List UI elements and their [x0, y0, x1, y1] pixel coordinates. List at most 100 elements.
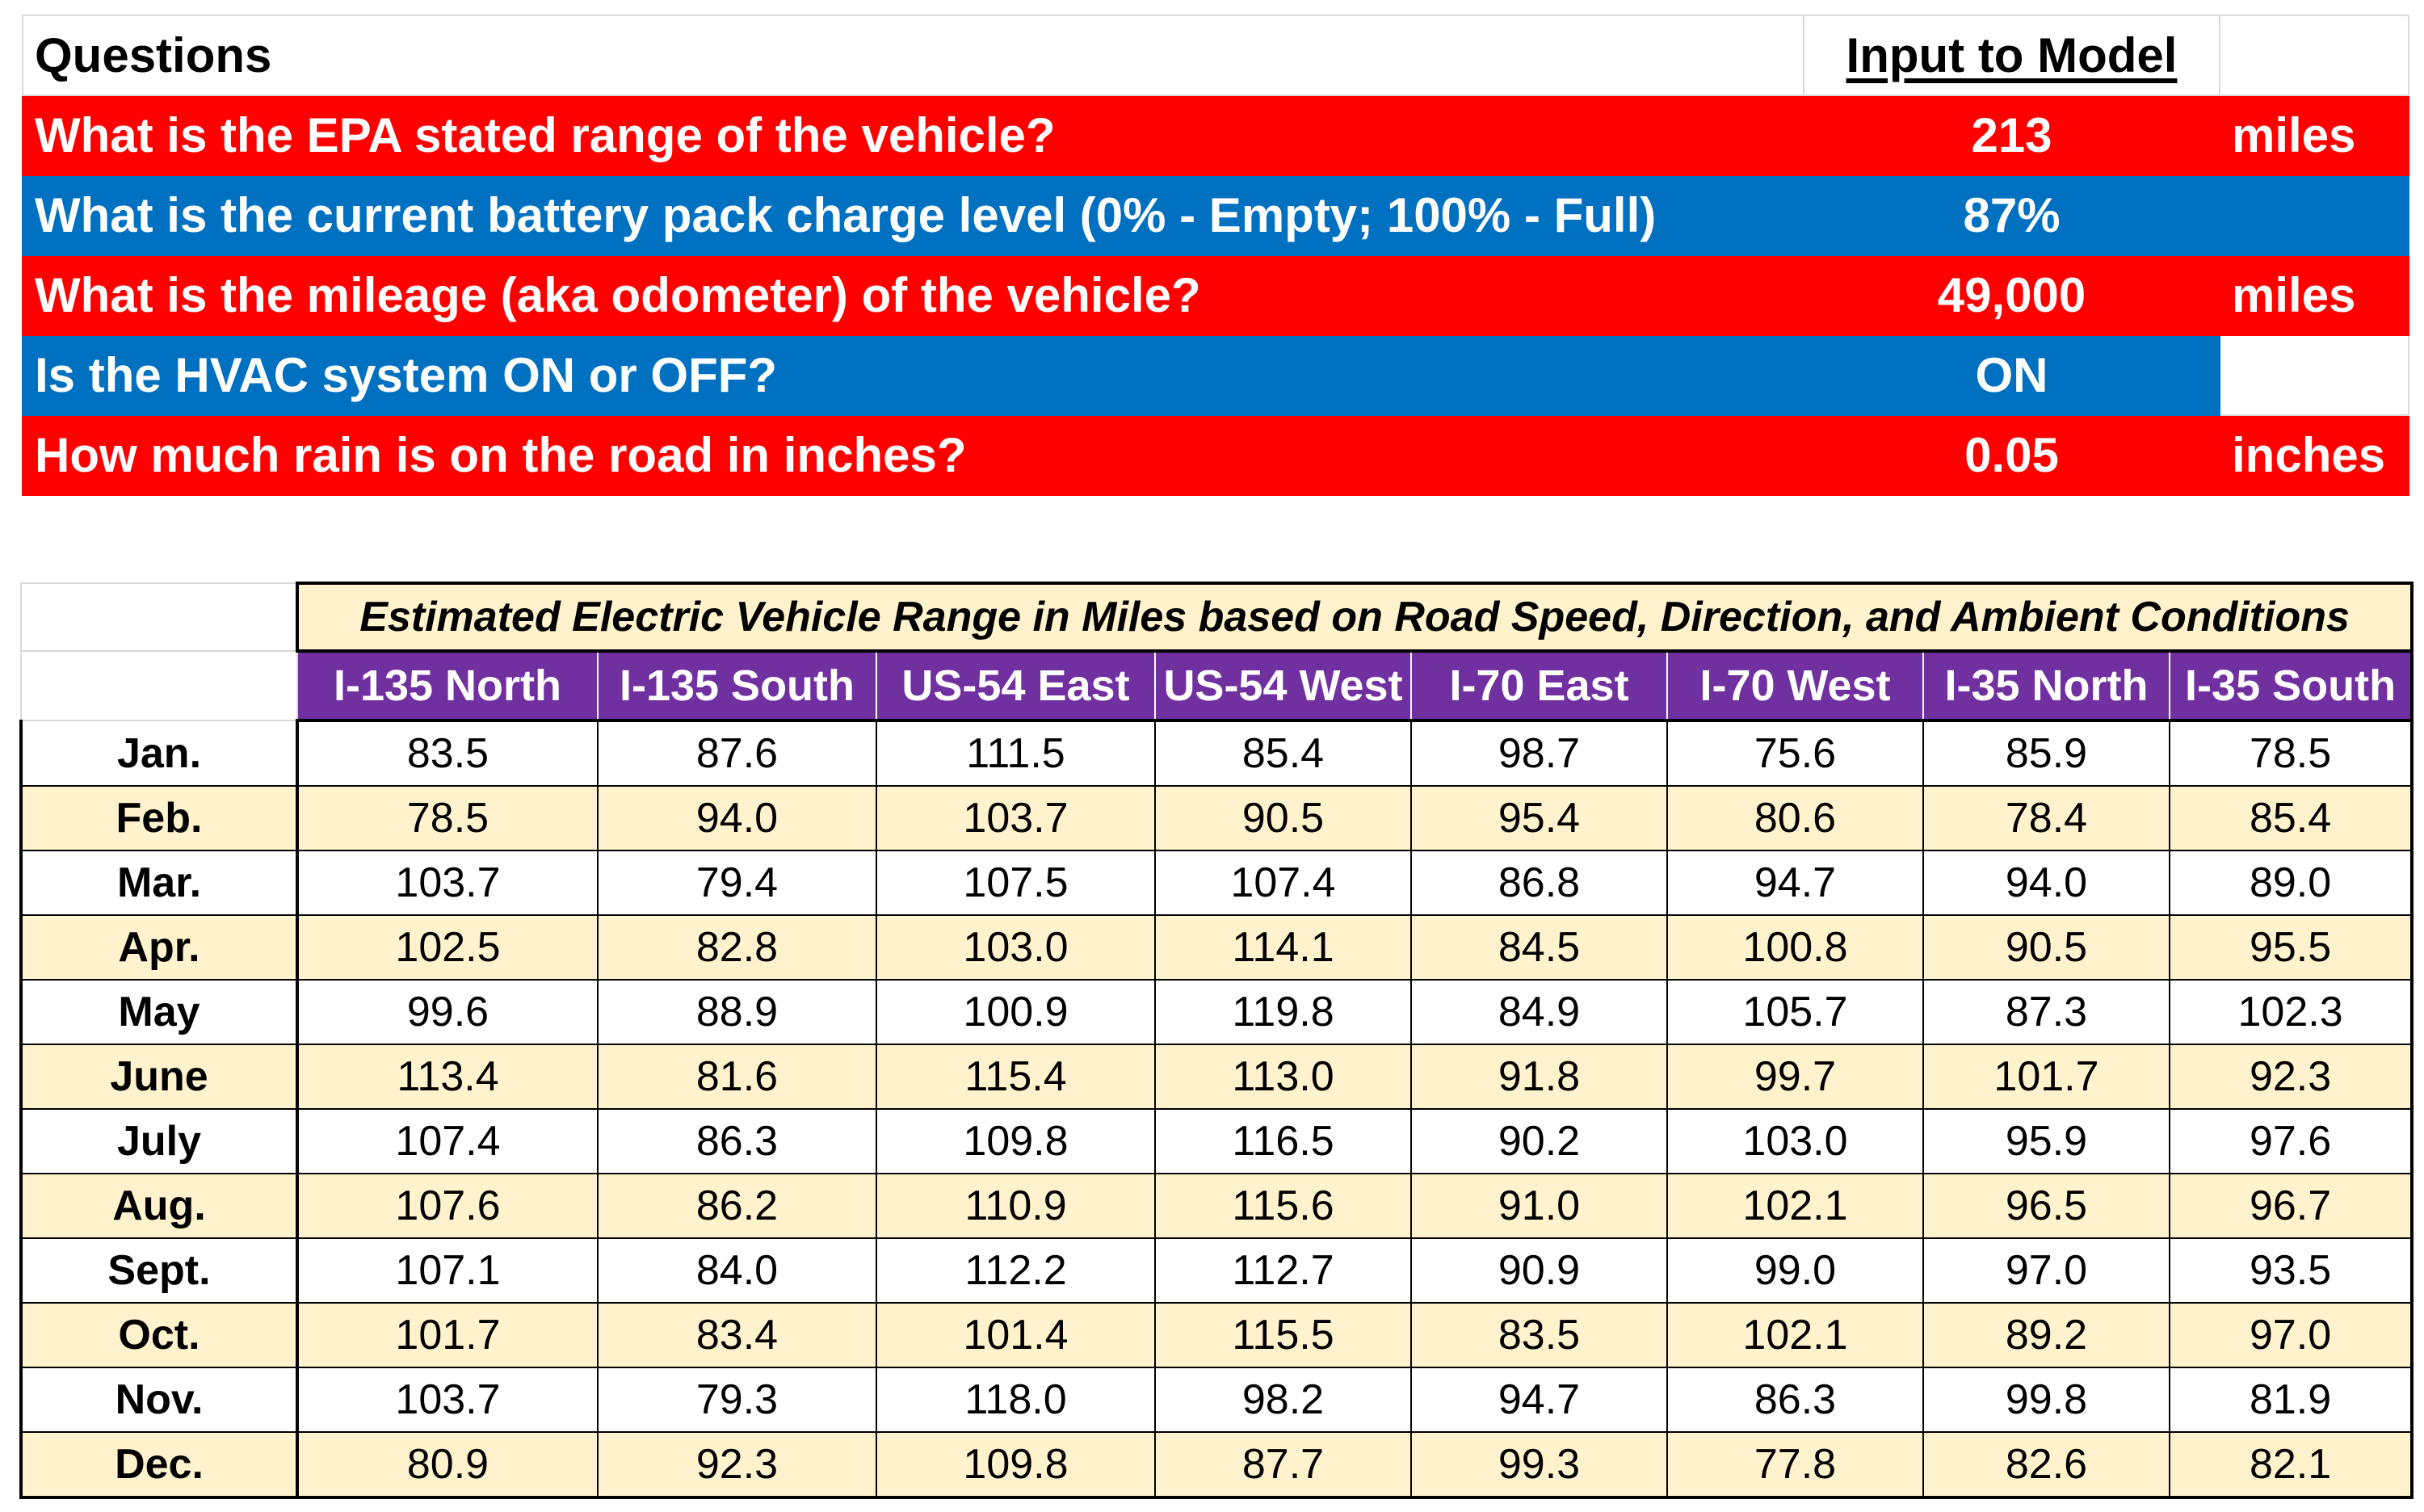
range-value-cell[interactable]: 91.8 [1410, 1044, 1668, 1110]
range-value-cell[interactable]: 78.4 [1922, 785, 2170, 851]
month-cell[interactable]: Nov. [19, 1367, 299, 1433]
range-value-cell[interactable]: 118.0 [876, 1367, 1156, 1433]
range-value-cell[interactable]: 94.0 [597, 785, 877, 851]
route-column-header[interactable]: I-35 North [1922, 649, 2170, 722]
month-cell[interactable]: Mar. [19, 850, 299, 916]
range-value-cell[interactable]: 101.7 [296, 1302, 599, 1368]
range-value-cell[interactable]: 92.3 [2168, 1044, 2414, 1110]
question-cell[interactable]: How much rain is on the road in inches? [22, 414, 1804, 496]
range-value-cell[interactable]: 98.2 [1154, 1367, 1412, 1433]
blank-corner-cell[interactable] [20, 650, 298, 721]
range-value-cell[interactable]: 91.0 [1410, 1173, 1668, 1239]
input-value-cell[interactable]: 87% [1803, 174, 2220, 256]
range-value-cell[interactable]: 116.5 [1154, 1108, 1412, 1174]
range-value-cell[interactable]: 87.7 [1154, 1431, 1412, 1499]
blank-header-cell[interactable] [2219, 15, 2409, 96]
range-value-cell[interactable]: 78.5 [2168, 720, 2414, 787]
month-cell[interactable]: Feb. [19, 785, 299, 851]
month-cell[interactable]: May [19, 979, 299, 1045]
range-value-cell[interactable]: 107.4 [296, 1108, 599, 1174]
range-value-cell[interactable]: 109.8 [876, 1431, 1156, 1499]
range-value-cell[interactable]: 89.2 [1922, 1302, 2170, 1368]
question-cell[interactable]: What is the mileage (aka odometer) of th… [22, 254, 1804, 336]
questions-header-cell[interactable]: Questions [22, 15, 1804, 96]
range-value-cell[interactable]: 103.7 [296, 1367, 599, 1433]
range-value-cell[interactable]: 112.2 [876, 1237, 1156, 1304]
range-value-cell[interactable]: 103.7 [876, 785, 1156, 851]
range-value-cell[interactable]: 101.7 [1922, 1044, 2170, 1110]
range-value-cell[interactable]: 94.0 [1922, 850, 2170, 916]
range-value-cell[interactable]: 88.9 [597, 979, 877, 1045]
range-value-cell[interactable]: 85.4 [2168, 785, 2414, 851]
range-value-cell[interactable]: 83.5 [296, 720, 599, 787]
range-value-cell[interactable]: 95.4 [1410, 785, 1668, 851]
range-value-cell[interactable]: 90.5 [1922, 914, 2170, 981]
unit-cell[interactable]: inches [2219, 414, 2409, 496]
range-value-cell[interactable]: 87.6 [597, 720, 877, 787]
range-value-cell[interactable]: 107.4 [1154, 850, 1412, 916]
range-value-cell[interactable]: 113.4 [296, 1044, 599, 1110]
range-value-cell[interactable]: 102.1 [1666, 1173, 1924, 1239]
month-cell[interactable]: Dec. [19, 1431, 299, 1499]
month-cell[interactable]: Apr. [19, 914, 299, 981]
range-value-cell[interactable]: 82.8 [597, 914, 877, 981]
question-cell[interactable]: What is the current battery pack charge … [22, 174, 1804, 256]
range-value-cell[interactable]: 96.7 [2168, 1173, 2414, 1239]
input-value-cell[interactable]: 0.05 [1803, 414, 2220, 496]
route-column-header[interactable]: I-135 North [296, 649, 599, 722]
input-value-cell[interactable]: 213 [1803, 94, 2220, 176]
range-value-cell[interactable]: 97.0 [1922, 1237, 2170, 1304]
range-value-cell[interactable]: 119.8 [1154, 979, 1412, 1045]
range-value-cell[interactable]: 109.8 [876, 1108, 1156, 1174]
range-value-cell[interactable]: 107.1 [296, 1237, 599, 1304]
range-value-cell[interactable]: 102.3 [2168, 979, 2414, 1045]
range-value-cell[interactable]: 84.9 [1410, 979, 1668, 1045]
month-cell[interactable]: July [19, 1108, 299, 1174]
unit-cell[interactable]: miles [2219, 254, 2409, 336]
range-value-cell[interactable]: 100.9 [876, 979, 1156, 1045]
range-value-cell[interactable]: 77.8 [1666, 1431, 1924, 1499]
range-value-cell[interactable]: 107.6 [296, 1173, 599, 1239]
month-cell[interactable]: Oct. [19, 1302, 299, 1368]
range-value-cell[interactable]: 86.3 [597, 1108, 877, 1174]
range-value-cell[interactable]: 86.8 [1410, 850, 1668, 916]
range-value-cell[interactable]: 115.5 [1154, 1302, 1412, 1368]
range-value-cell[interactable]: 79.4 [597, 850, 877, 916]
range-value-cell[interactable]: 90.5 [1154, 785, 1412, 851]
range-value-cell[interactable]: 93.5 [2168, 1237, 2414, 1304]
range-value-cell[interactable]: 103.0 [1666, 1108, 1924, 1174]
range-value-cell[interactable]: 79.3 [597, 1367, 877, 1433]
question-cell[interactable]: What is the EPA stated range of the vehi… [22, 94, 1804, 176]
range-table-title[interactable]: Estimated Electric Vehicle Range in Mile… [295, 582, 2414, 653]
range-value-cell[interactable]: 94.7 [1666, 850, 1924, 916]
range-value-cell[interactable]: 92.3 [597, 1431, 877, 1499]
route-column-header[interactable]: I-135 South [597, 649, 877, 722]
range-value-cell[interactable]: 111.5 [876, 720, 1156, 787]
blank-corner-cell[interactable] [20, 582, 298, 652]
range-value-cell[interactable]: 80.9 [296, 1431, 599, 1499]
range-value-cell[interactable]: 101.4 [876, 1302, 1156, 1368]
range-value-cell[interactable]: 84.5 [1410, 914, 1668, 981]
input-to-model-header-cell[interactable]: Input to Model [1803, 15, 2220, 96]
unit-cell[interactable]: miles [2219, 94, 2409, 176]
range-value-cell[interactable]: 99.3 [1410, 1431, 1668, 1499]
range-value-cell[interactable]: 83.5 [1410, 1302, 1668, 1368]
range-value-cell[interactable]: 81.9 [2168, 1367, 2414, 1433]
range-value-cell[interactable]: 113.0 [1154, 1044, 1412, 1110]
range-value-cell[interactable]: 95.5 [2168, 914, 2414, 981]
range-value-cell[interactable]: 100.8 [1666, 914, 1924, 981]
range-value-cell[interactable]: 112.7 [1154, 1237, 1412, 1304]
range-value-cell[interactable]: 95.9 [1922, 1108, 2170, 1174]
range-value-cell[interactable]: 82.1 [2168, 1431, 2414, 1499]
unit-cell[interactable] [2219, 334, 2409, 416]
month-cell[interactable]: Aug. [19, 1173, 299, 1239]
range-value-cell[interactable]: 115.6 [1154, 1173, 1412, 1239]
route-column-header[interactable]: US-54 East [876, 649, 1156, 722]
range-value-cell[interactable]: 85.4 [1154, 720, 1412, 787]
range-value-cell[interactable]: 96.5 [1922, 1173, 2170, 1239]
input-value-cell[interactable]: ON [1803, 334, 2220, 416]
range-value-cell[interactable]: 99.0 [1666, 1237, 1924, 1304]
range-value-cell[interactable]: 75.6 [1666, 720, 1924, 787]
route-column-header[interactable]: US-54 West [1154, 649, 1412, 722]
range-value-cell[interactable]: 98.7 [1410, 720, 1668, 787]
